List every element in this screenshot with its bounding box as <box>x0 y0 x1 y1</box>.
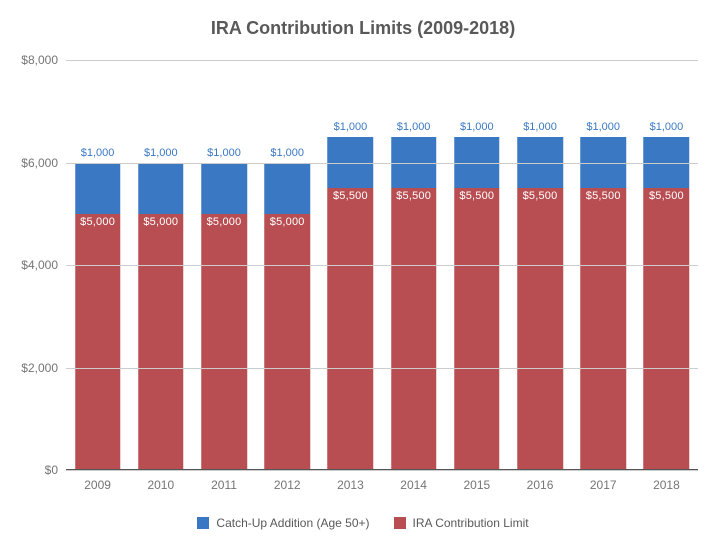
bar-segment-ira_limit: $5,500 <box>580 188 626 470</box>
legend-label: IRA Contribution Limit <box>413 516 529 530</box>
bar: $1,000 $5,000 <box>264 163 310 471</box>
x-axis-label: 2015 <box>445 478 508 492</box>
bar: $1,000$5,500 <box>454 137 500 470</box>
x-axis-label: 2010 <box>129 478 192 492</box>
bar-segment-ira_limit: $5,000 <box>201 214 247 470</box>
plot-area: $1,000$5,000$1,000$5,000$1,000$5,000$1,0… <box>66 60 698 470</box>
bar-segment-ira_limit: $5,000 <box>264 214 310 470</box>
grid-line <box>66 470 698 471</box>
bar-label-catchup: $1,000 <box>586 121 620 133</box>
bar-label-ira_limit: $5,000 <box>143 216 178 228</box>
x-axis-labels: 2009201020112012201320142015201620172018 <box>66 478 698 492</box>
x-axis-label: 2017 <box>572 478 635 492</box>
bar-segment-ira_limit: $5,000 <box>138 214 184 470</box>
bar-label-catchup: $1,000 <box>650 121 684 133</box>
bar: $1,000 $5,000 <box>201 163 247 471</box>
legend-label: Catch-Up Addition (Age 50+) <box>216 516 369 530</box>
chart-title: IRA Contribution Limits (2009-2018) <box>0 0 726 45</box>
bar-label-catchup: $1,000 <box>81 147 115 159</box>
legend-swatch <box>197 517 209 529</box>
y-axis-label: $4,000 <box>21 258 58 272</box>
y-axis-label: $2,000 <box>21 361 58 375</box>
bar-label-ira_limit: $5,500 <box>523 190 558 202</box>
y-axis-label: $6,000 <box>21 156 58 170</box>
bar-label-catchup: $1,000 <box>397 121 431 133</box>
bar-label-catchup: $1,000 <box>270 147 304 159</box>
bar-label-ira_limit: $5,000 <box>80 216 115 228</box>
legend-swatch <box>394 517 406 529</box>
legend-item-ira_limit: IRA Contribution Limit <box>394 516 529 530</box>
bar-segment-ira_limit: $5,000 <box>75 214 121 470</box>
bar-label-ira_limit: $5,000 <box>207 216 242 228</box>
bar-label-ira_limit: $5,500 <box>333 190 368 202</box>
bar-label-ira_limit: $5,500 <box>586 190 621 202</box>
bar-segment-catchup: $1,000 <box>264 163 310 214</box>
grid-line <box>66 163 698 164</box>
bar-label-ira_limit: $5,500 <box>396 190 431 202</box>
x-axis-label: 2018 <box>635 478 698 492</box>
grid-line <box>66 60 698 61</box>
legend-item-catchup: Catch-Up Addition (Age 50+) <box>197 516 369 530</box>
bar-segment-ira_limit: $5,500 <box>454 188 500 470</box>
bar-segment-catchup: $1,000 <box>75 163 121 214</box>
bar-segment-catchup: $1,000 <box>138 163 184 214</box>
bar-label-ira_limit: $5,000 <box>270 216 305 228</box>
bar-label-ira_limit: $5,500 <box>649 190 684 202</box>
y-axis-label: $0 <box>45 463 58 477</box>
bar: $1,000$5,500 <box>391 137 437 470</box>
x-axis-label: 2009 <box>66 478 129 492</box>
legend: Catch-Up Addition (Age 50+) IRA Contribut… <box>0 516 726 532</box>
bar: $1,000 $5,000 <box>138 163 184 471</box>
bar: $1,000 $5,000 <box>75 163 121 471</box>
bar-label-catchup: $1,000 <box>334 121 368 133</box>
x-axis-label: 2013 <box>319 478 382 492</box>
bar-segment-catchup: $1,000 <box>201 163 247 214</box>
bar-label-catchup: $1,000 <box>207 147 241 159</box>
bar-segment-ira_limit: $5,500 <box>391 188 437 470</box>
x-axis-label: 2016 <box>508 478 571 492</box>
x-axis-label: 2011 <box>192 478 255 492</box>
bar-segment-ira_limit: $5,500 <box>517 188 563 470</box>
x-axis-label: 2012 <box>256 478 319 492</box>
bar-label-catchup: $1,000 <box>460 121 494 133</box>
bar-segment-ira_limit: $5,500 <box>328 188 374 470</box>
bar-segment-ira_limit: $5,500 <box>644 188 690 470</box>
bar: $1,000$5,500 <box>580 137 626 470</box>
y-axis-label: $8,000 <box>21 53 58 67</box>
bar: $1,000$5,500 <box>517 137 563 470</box>
grid-line <box>66 265 698 266</box>
bar: $1,000$5,500 <box>644 137 690 470</box>
grid-line <box>66 368 698 369</box>
bar-label-catchup: $1,000 <box>144 147 178 159</box>
bar-label-catchup: $1,000 <box>523 121 557 133</box>
x-axis-label: 2014 <box>382 478 445 492</box>
bar-label-ira_limit: $5,500 <box>459 190 494 202</box>
bar: $1,000$5,500 <box>328 137 374 470</box>
